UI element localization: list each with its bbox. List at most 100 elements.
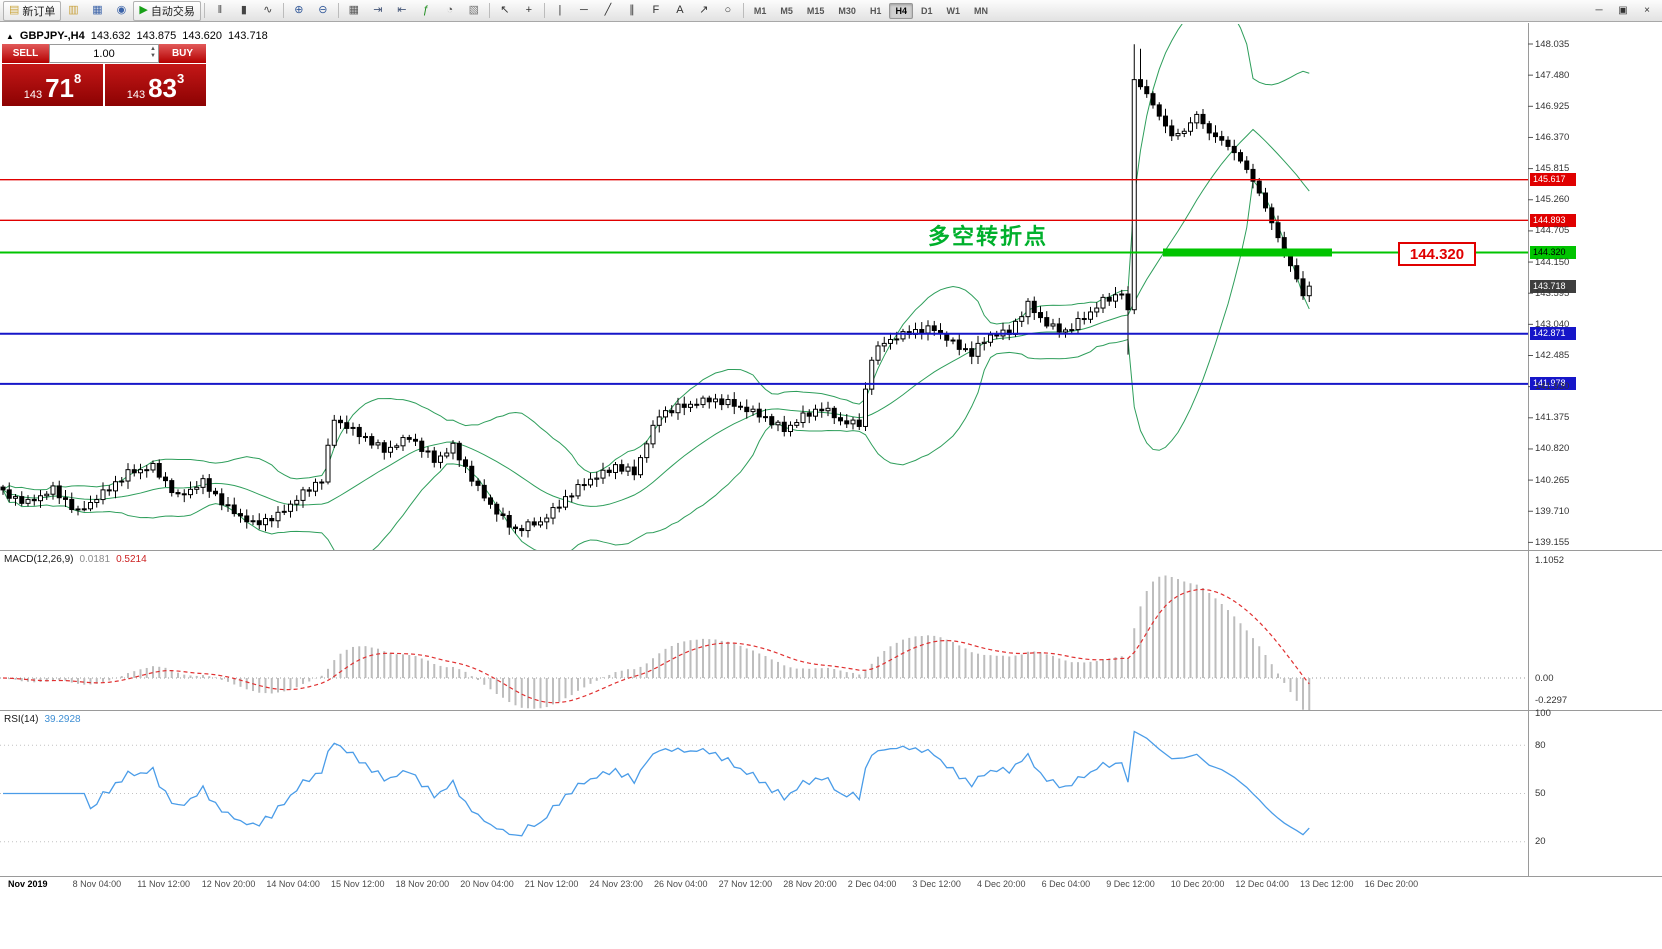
price-tick-label: 141.375 — [1535, 412, 1570, 424]
channel-icon[interactable]: ∥ — [620, 2, 644, 20]
zoom-out-icon[interactable]: ⊖ — [311, 2, 335, 20]
trend-arrow-icon: ▲ — [6, 32, 14, 41]
data-window-icon[interactable]: ▦ — [85, 2, 109, 20]
buy-price-button[interactable]: 143 83 3 — [105, 64, 206, 106]
macd-scale-label: 0.00 — [1535, 672, 1554, 684]
templates-icon: ▧ — [468, 4, 480, 16]
tile-windows-icon[interactable]: ▦ — [342, 2, 366, 20]
zoom-in-icon[interactable]: ⊕ — [287, 2, 311, 20]
time-label: 21 Nov 12:00 — [524, 879, 579, 889]
chart-title: ▲ GBPJPY-,H4 143.632 143.875 143.620 143… — [6, 30, 268, 42]
auto-trading-button-label: 自动交易 — [150, 5, 195, 18]
spinner-down-icon[interactable]: ▼ — [150, 53, 156, 59]
market-watch-icon[interactable]: ▥ — [61, 2, 85, 20]
periods-icon[interactable]: ◔ — [438, 2, 462, 20]
time-label: 12 Dec 04:00 — [1235, 879, 1289, 889]
bar-chart-icon[interactable]: ‖ — [208, 2, 232, 20]
timeframe-M15[interactable]: M15 — [806, 5, 825, 16]
navigator-icon[interactable]: ◉ — [109, 2, 133, 20]
price-panel[interactable] — [0, 0, 1528, 560]
timeframe-H4[interactable]: H4 — [889, 2, 913, 19]
arrow-tools-icon: ↗ — [699, 4, 709, 16]
price-tick-label: 144.150 — [1535, 256, 1570, 268]
volume-spinner[interactable]: ▲ ▼ — [150, 46, 156, 60]
price-tick-label: 145.815 — [1535, 163, 1570, 175]
buy-price-prefix: 143 — [126, 89, 146, 101]
minimize-window-icon[interactable]: ─ — [1595, 5, 1603, 16]
time-label: 13 Dec 12:00 — [1300, 879, 1354, 889]
vertical-line-icon[interactable]: | — [548, 2, 572, 20]
current-price-badge: 143.718 — [1530, 279, 1576, 293]
buy-button[interactable]: BUY — [159, 44, 206, 63]
timeframe-H1[interactable]: H1 — [869, 5, 882, 16]
spinner-up-icon[interactable]: ▲ — [150, 46, 156, 52]
turning-point-annotation[interactable]: 多空转折点 — [928, 224, 1049, 249]
price-tick-label: 146.370 — [1535, 131, 1570, 143]
rsi-scale-label: 100 — [1535, 707, 1551, 719]
auto-trading-button[interactable]: ▶ 自动交易 — [133, 0, 201, 21]
timeframe-MN[interactable]: MN — [973, 5, 988, 16]
candlestick-chart-icon[interactable]: ▮ — [232, 2, 256, 20]
data-window-icon: ▦ — [92, 4, 103, 16]
time-label: 10 Dec 20:00 — [1170, 879, 1225, 889]
rsi-title: RSI(14) — [4, 714, 39, 725]
price-level-box-label[interactable]: 144.320 — [1398, 242, 1476, 266]
timeframe-W1[interactable]: W1 — [946, 5, 960, 16]
text-icon[interactable]: A — [668, 2, 692, 20]
resistance-highlight-bar[interactable] — [1163, 248, 1332, 257]
line-chart-icon[interactable]: ∿ — [256, 2, 280, 20]
price-tick-label: 139.155 — [1535, 536, 1570, 548]
time-label: 18 Nov 20:00 — [395, 879, 450, 889]
vertical-line-icon: | — [558, 4, 562, 16]
timeframe-M1[interactable]: M1 — [753, 5, 767, 16]
time-label: 24 Nov 23:00 — [589, 879, 643, 889]
timeframe-M30[interactable]: M30 — [838, 5, 856, 16]
rsi-indicator-label: RSI(14) 39.2928 — [4, 714, 81, 725]
sell-price-button[interactable]: 143 71 8 — [2, 64, 103, 106]
price-level-badge: 144.320 — [1530, 245, 1576, 259]
templates-icon[interactable]: ▧ — [462, 2, 486, 20]
time-label: 4 Dec 20:00 — [977, 879, 1026, 889]
rsi-panel[interactable] — [0, 730, 1528, 843]
horizontal-line-icon[interactable]: ─ — [572, 2, 596, 20]
auto-trading-button-icon: ▶ — [139, 4, 148, 16]
macd-title: MACD(12,26,9) — [4, 554, 74, 565]
time-label: 9 Dec 12:00 — [1106, 879, 1155, 889]
chart-shift-icon[interactable]: ⇤ — [390, 2, 414, 20]
cursor-icon[interactable]: ↖ — [493, 2, 517, 20]
time-label: 14 Nov 04:00 — [266, 879, 320, 889]
timeframe-D1[interactable]: D1 — [920, 5, 933, 16]
crosshair-icon[interactable]: + — [517, 2, 541, 20]
fibonacci-icon[interactable]: F — [644, 2, 668, 20]
price-level-badge: 141.978 — [1530, 377, 1576, 391]
volume-input[interactable]: 1.00 ▲ ▼ — [49, 44, 159, 63]
price-tick-label: 148.035 — [1535, 38, 1570, 50]
indicators-icon[interactable]: ƒ — [414, 2, 438, 20]
periods-icon: ◔ — [446, 4, 454, 16]
shapes-icon[interactable]: ○ — [716, 2, 740, 20]
sell-button[interactable]: SELL — [2, 44, 49, 63]
rsi-scale-label: 50 — [1535, 788, 1546, 799]
macd-panel[interactable] — [0, 575, 1528, 715]
close-window-icon[interactable]: × — [1644, 5, 1650, 16]
restore-window-icon[interactable]: ▣ — [1618, 5, 1628, 16]
crosshair-icon: + — [525, 4, 533, 16]
price-tick-label: 140.265 — [1535, 474, 1570, 486]
price-tick-label: 139.710 — [1535, 505, 1570, 517]
sell-price-sup: 8 — [74, 71, 82, 86]
trendline-icon[interactable]: ╱ — [596, 2, 620, 20]
arrow-tools-icon[interactable]: ↗ — [692, 2, 716, 20]
new-order-button[interactable]: ▤ 新订单 — [3, 0, 62, 21]
time-label: 12 Nov 20:00 — [201, 879, 256, 889]
cursor-icon: ↖ — [500, 4, 510, 16]
rsi-scale-label: 80 — [1535, 739, 1546, 751]
time-label: 28 Nov 20:00 — [783, 879, 837, 889]
macd-main-value: 0.0181 — [79, 554, 111, 565]
timeframe-M5[interactable]: M5 — [780, 5, 793, 16]
time-label: 2 Dec 04:00 — [847, 879, 897, 889]
price-tick-label: 143.595 — [1535, 287, 1570, 299]
auto-scroll-icon[interactable]: ⇥ — [366, 2, 390, 20]
time-label: 27 Nov 12:00 — [718, 879, 773, 889]
